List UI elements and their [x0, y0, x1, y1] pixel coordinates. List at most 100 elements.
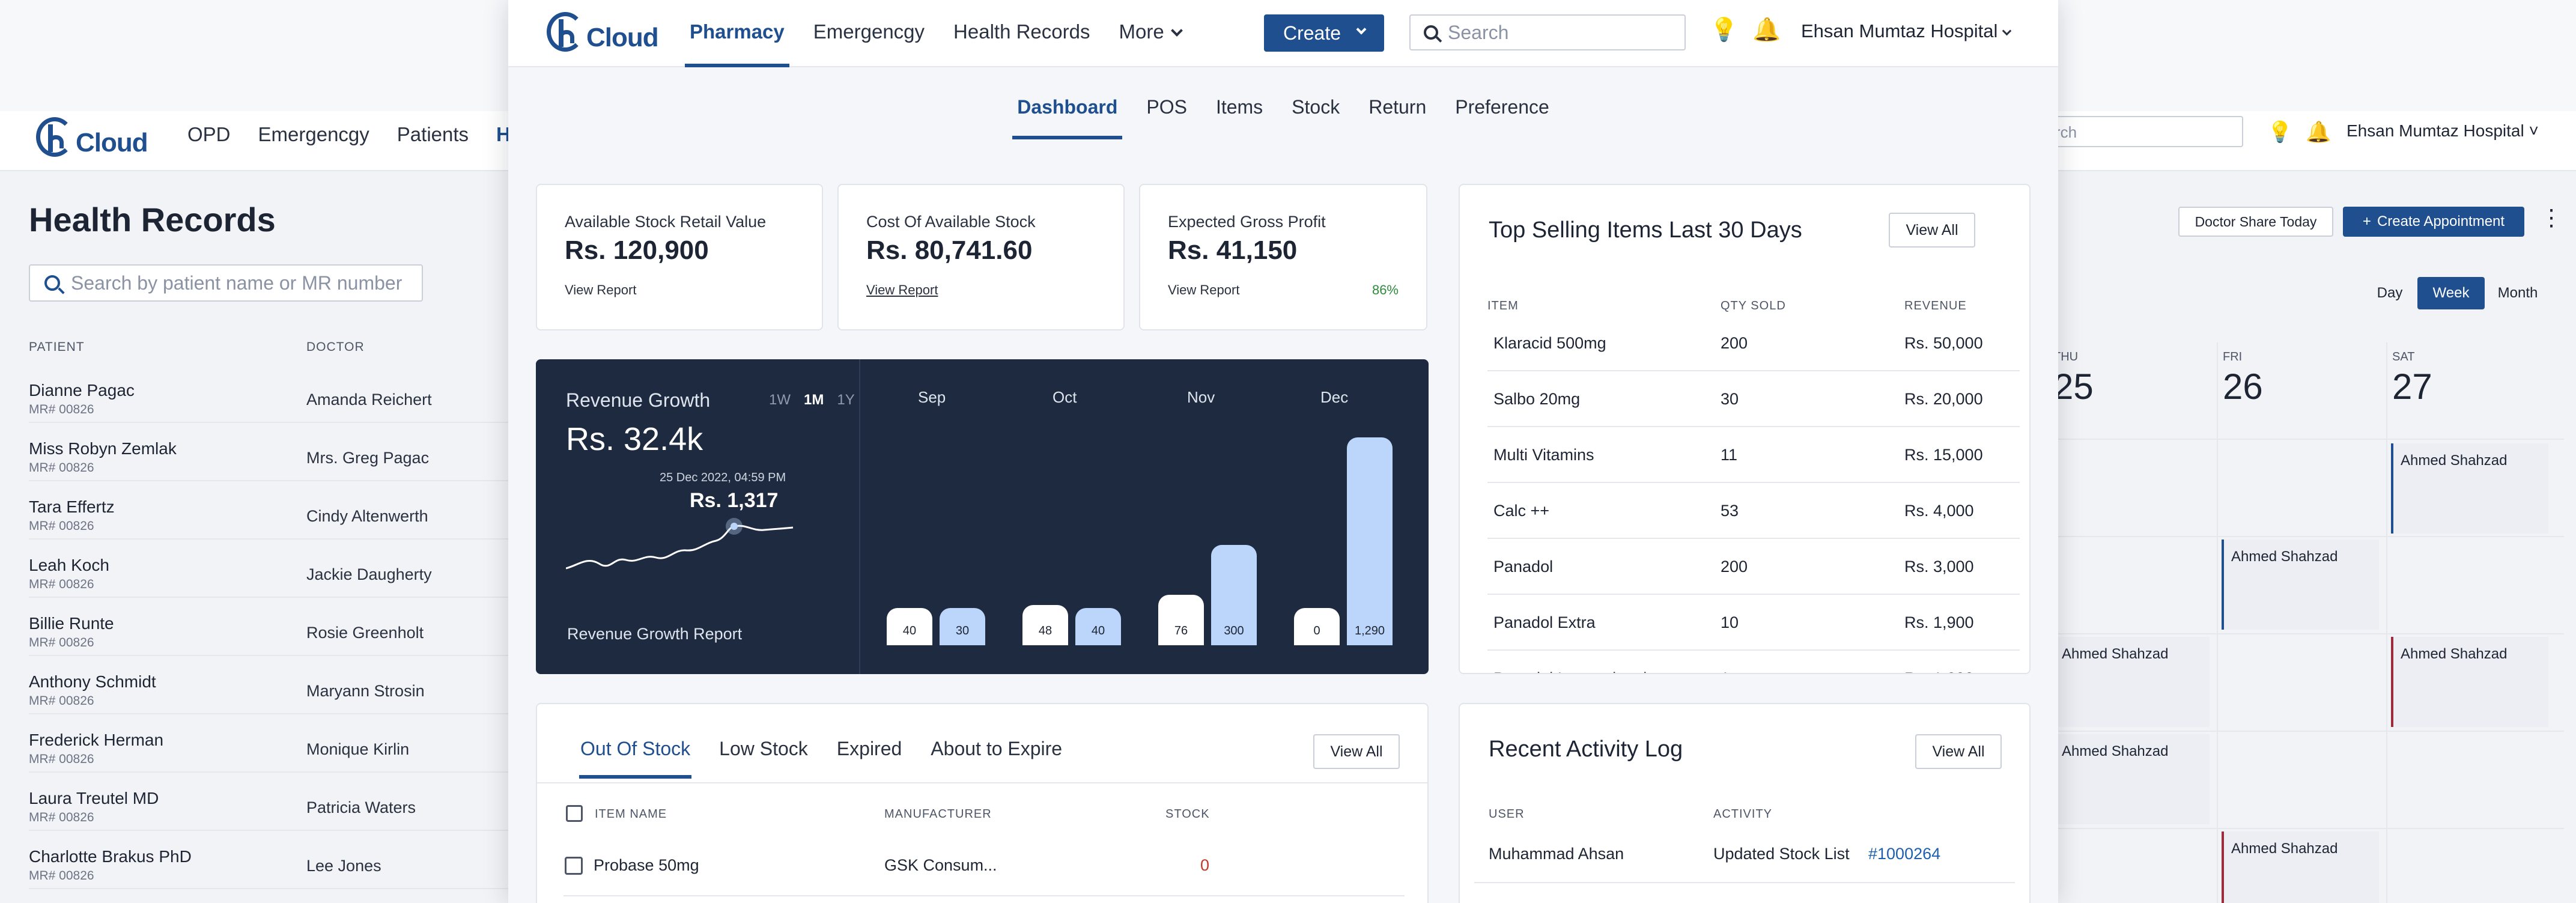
view-report-link[interactable]: View Report: [565, 282, 637, 297]
view-report-link[interactable]: View Report: [866, 282, 938, 297]
bar-series-1[interactable]: 76: [1158, 595, 1204, 645]
bar-series-1[interactable]: 48: [1022, 605, 1068, 645]
column-header-activity: ACTIVITY: [1713, 807, 1773, 821]
tab-return[interactable]: Return: [1368, 96, 1427, 118]
table-row[interactable]: Panadol International 1 Rs. 1,200: [1487, 651, 2020, 673]
bar-series-1[interactable]: 40: [887, 608, 932, 645]
appointment-card[interactable]: Ahmed Shahzad: [2391, 443, 2548, 534]
nav-patients[interactable]: Patients: [396, 123, 469, 145]
view-report-link[interactable]: View Report: [1168, 282, 1240, 297]
period-1m[interactable]: 1M: [804, 392, 824, 408]
bar-series-1[interactable]: 0: [1294, 608, 1340, 645]
bar-series-2[interactable]: 300: [1211, 545, 1257, 645]
doctor-name: Lee Jones: [306, 857, 381, 875]
hospital-selector[interactable]: Ehsan Mumtaz Hospital: [1801, 20, 2012, 42]
table-row[interactable]: Billie Runte MR# 00826 Rosie Greenholt: [29, 598, 509, 656]
create-appointment-button[interactable]: + Create Appointment: [2343, 207, 2524, 237]
table-row[interactable]: Panadol Extra 10 Rs. 1,900: [1487, 595, 2020, 651]
right-hospital-selector[interactable]: Ehsan Mumtaz Hospital ˅: [2347, 121, 2539, 140]
doctor-name: Jackie Daugherty: [306, 565, 432, 583]
lightbulb-icon[interactable]: 💡: [2267, 121, 2293, 144]
tab-dashboard[interactable]: Dashboard: [1012, 96, 1123, 145]
bell-icon[interactable]: 🔔: [2306, 121, 2331, 144]
tab-about-to-expire[interactable]: About to Expire: [931, 738, 1063, 759]
tab-preference[interactable]: Preference: [1455, 96, 1549, 118]
month-label: Sep: [918, 388, 946, 406]
tab-pos[interactable]: POS: [1146, 96, 1187, 118]
appointment-card[interactable]: Ahmed Shahzad: [2052, 734, 2210, 824]
chevron-down-icon: [1170, 25, 1183, 37]
nav-more[interactable]: More: [1119, 20, 1183, 43]
bar-series-2[interactable]: 30: [940, 608, 985, 645]
create-button[interactable]: Create: [1264, 14, 1384, 52]
tab-stock[interactable]: Stock: [1292, 96, 1340, 118]
qty-sold: 200: [1721, 558, 1748, 576]
table-row[interactable]: Laura Treutel MD MR# 00826 Patricia Waters: [29, 773, 509, 831]
table-row[interactable]: Salbo 20mg 30 Rs. 20,000: [1487, 372, 2020, 427]
activity-view-all-button[interactable]: View All: [1915, 734, 2002, 769]
bar-series-2[interactable]: 1,290: [1347, 437, 1393, 645]
tab-items[interactable]: Items: [1215, 96, 1263, 118]
pharmacy-logo[interactable]: Cloud: [547, 11, 659, 53]
appointment-card[interactable]: Ahmed Shahzad: [2222, 832, 2379, 903]
revenue-report-link[interactable]: Revenue Growth Report: [567, 625, 743, 643]
table-row[interactable]: Tara Effertz MR# 00826 Cindy Altenwerth: [29, 482, 509, 540]
kpi-value: Rs. 80,741.60: [866, 236, 1033, 265]
nav-emergency[interactable]: Emergencgy: [258, 123, 369, 145]
bar-value-label: 0: [1313, 624, 1320, 637]
view-day-button[interactable]: Day: [2377, 285, 2403, 301]
lightbulb-icon[interactable]: 💡: [1710, 17, 1739, 43]
plus-icon: +: [2362, 213, 2371, 230]
nav-emergency[interactable]: Emergencgy: [813, 20, 925, 43]
bell-icon[interactable]: 🔔: [1752, 17, 1781, 43]
top-selling-title: Top Selling Items Last 30 Days: [1489, 217, 1802, 243]
period-1w[interactable]: 1W: [769, 392, 791, 408]
table-row[interactable]: Charlotte Brakus PhD MR# 00826 Lee Jones: [29, 832, 509, 889]
table-row[interactable]: Klaracid 500mg 200 Rs. 50,000: [1487, 316, 2020, 371]
appointment-card[interactable]: Ahmed Shahzad: [2052, 637, 2210, 727]
doctor-name: Mrs. Greg Pagac: [306, 449, 430, 467]
view-week-button[interactable]: Week: [2417, 277, 2485, 309]
activity-reference-link[interactable]: #1000264: [1868, 845, 1941, 863]
qty-sold: 200: [1721, 334, 1748, 352]
search-input[interactable]: Search: [1409, 14, 1686, 50]
top-selling-view-all-button[interactable]: View All: [1889, 213, 1975, 248]
item-name: Panadol Extra: [1493, 613, 1596, 631]
table-row[interactable]: Miss Robyn Zemlak MR# 00826 Mrs. Greg Paga…: [29, 424, 509, 481]
item-name: Klaracid 500mg: [1493, 334, 1606, 352]
kpi-value: Rs. 120,900: [565, 236, 709, 265]
select-all-checkbox[interactable]: [566, 805, 583, 822]
row-checkbox[interactable]: [565, 857, 583, 875]
nav-pharmacy[interactable]: Pharmacy: [685, 20, 789, 67]
patient-search-input[interactable]: Search by patient name or MR number: [29, 264, 423, 302]
tab-expired[interactable]: Expired: [836, 738, 902, 759]
view-month-button[interactable]: Month: [2497, 285, 2538, 301]
table-row[interactable]: Panadol 200 Rs. 3,000: [1487, 540, 2020, 595]
table-row[interactable]: Multi Vitamins 11 Rs. 15,000: [1487, 428, 2020, 483]
nav-opd[interactable]: OPD: [187, 123, 231, 145]
appointment-card[interactable]: Ahmed Shahzad: [2222, 540, 2379, 630]
doctor-name: Amanda Reichert: [306, 391, 432, 409]
period-1y[interactable]: 1Y: [837, 392, 855, 408]
qty-sold: 53: [1721, 502, 1739, 520]
stock-view-all-button[interactable]: View All: [1313, 734, 1400, 769]
table-row[interactable]: Calc ++ 53 Rs. 4,000: [1487, 484, 2020, 539]
tab-low-stock[interactable]: Low Stock: [719, 738, 808, 759]
bar-value-label: 76: [1174, 624, 1188, 637]
table-row[interactable]: Dianne Pagac MR# 00826 Amanda Reichert: [29, 365, 509, 423]
right-search-input[interactable]: earch: [2031, 116, 2243, 147]
more-vertical-icon[interactable]: ⋮: [2540, 205, 2563, 231]
table-row[interactable]: Frederick Herman MR# 00826 Monique Kirlin: [29, 715, 509, 773]
qty-sold: 11: [1721, 446, 1738, 464]
tab-out-of-stock[interactable]: Out Of Stock: [579, 738, 692, 779]
table-row[interactable]: Anthony Schmidt MR# 00826 Maryann Strosin: [29, 657, 509, 714]
month-label: Nov: [1187, 388, 1215, 406]
doctor-share-today-button[interactable]: Doctor Share Today: [2178, 207, 2333, 237]
background-logo[interactable]: Cloud: [36, 116, 148, 158]
logo-text: Cloud: [586, 23, 659, 52]
mr-number: MR# 00826: [29, 461, 94, 475]
nav-health-records[interactable]: Health Records: [953, 20, 1090, 43]
bar-series-2[interactable]: 40: [1075, 608, 1121, 645]
table-row[interactable]: Leah Koch MR# 00826 Jackie Daugherty: [29, 540, 509, 598]
appointment-card[interactable]: Ahmed Shahzad: [2391, 637, 2548, 727]
